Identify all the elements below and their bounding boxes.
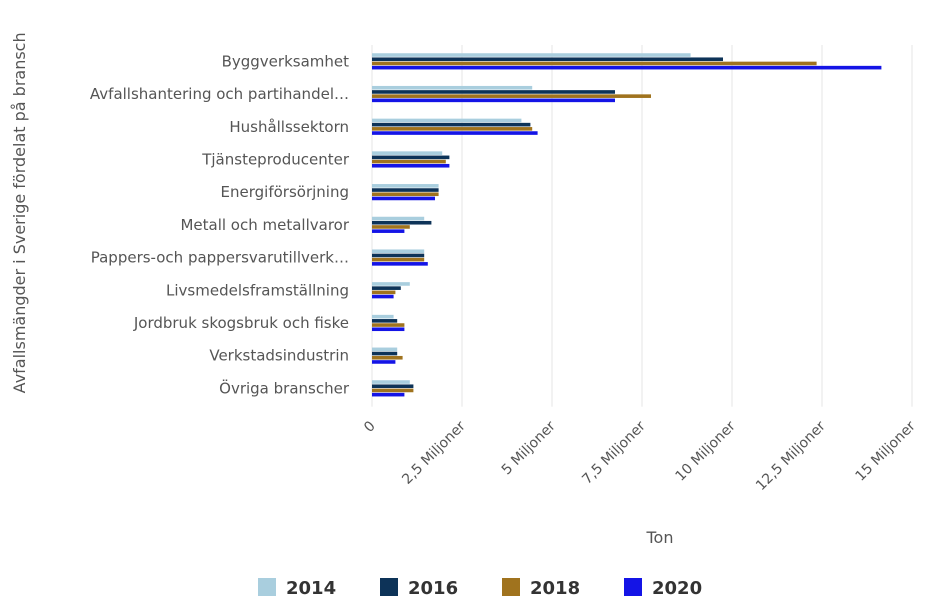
bar-2020[interactable] <box>372 262 428 266</box>
bar-2018[interactable] <box>372 257 425 262</box>
legend-swatch <box>380 578 398 596</box>
x-tick-labels: 0 2,5 Miljoner 5 Miljoner 7,5 Miljoner 10 Mi… <box>361 418 919 494</box>
bar-2018[interactable] <box>372 61 817 66</box>
x-tick-label: 15 Miljoner <box>852 418 919 485</box>
x-tick-label: 2,5 Miljoner <box>399 418 469 488</box>
bar-2014[interactable] <box>372 282 410 286</box>
bar-2020[interactable] <box>372 163 450 168</box>
bar-2014[interactable] <box>372 380 410 384</box>
bar-2020[interactable] <box>372 98 615 103</box>
bar-2014[interactable] <box>372 216 425 221</box>
category-label: Pappers-och pappersvarutillverk… <box>91 249 349 267</box>
bar-2020[interactable] <box>372 131 538 135</box>
bar-2020[interactable] <box>372 327 405 332</box>
bar-2016[interactable] <box>372 253 425 258</box>
bar-2020[interactable] <box>372 65 882 70</box>
bar-2020[interactable] <box>372 229 405 233</box>
legend-swatch <box>624 578 642 596</box>
legend-item-2016[interactable]: 2016 <box>380 578 458 599</box>
bar-2018[interactable] <box>372 159 446 164</box>
bar-2016[interactable] <box>372 384 414 389</box>
category-label: Hushållssektorn <box>229 118 349 136</box>
category-label: Metall och metallvaror <box>180 216 349 234</box>
bar-2014[interactable] <box>372 347 398 352</box>
gridlines <box>371 45 913 407</box>
bar-2020[interactable] <box>372 360 396 364</box>
bar-2014[interactable] <box>372 118 522 123</box>
legend-label: 2020 <box>652 578 702 599</box>
bar-2018[interactable] <box>372 94 651 98</box>
category-label: Tjänsteproducenter <box>201 150 350 168</box>
category-label: Byggverksamhet <box>222 52 350 70</box>
x-tick-label: 0 <box>361 418 379 436</box>
bar-2014[interactable] <box>372 314 394 319</box>
bar-2016[interactable] <box>372 188 439 192</box>
bar-2014[interactable] <box>372 249 425 254</box>
category-label: Avfallshantering och partihandel… <box>90 85 349 103</box>
category-label: Jordbruk skogsbruk och fiske <box>133 314 349 332</box>
legend-label: 2016 <box>408 578 458 599</box>
x-axis-title: Ton <box>646 528 674 547</box>
bar-2018[interactable] <box>372 388 414 393</box>
bar-2014[interactable] <box>372 151 443 155</box>
bar-2014[interactable] <box>372 184 439 188</box>
y-axis-title: Avfallsmängder i Sverige fördelat på bra… <box>10 32 29 393</box>
bar-2018[interactable] <box>372 225 410 229</box>
bar-2020[interactable] <box>372 294 394 299</box>
bar-2016[interactable] <box>372 122 531 127</box>
bar-2016[interactable] <box>372 351 398 356</box>
bars <box>372 53 882 397</box>
bar-2020[interactable] <box>372 196 435 201</box>
category-label: Livsmedelsframställning <box>166 281 349 299</box>
legend-swatch <box>502 578 520 596</box>
legend-swatch <box>258 578 276 596</box>
legend-label: 2014 <box>286 578 336 599</box>
bar-2014[interactable] <box>372 53 691 57</box>
x-tick-label: 7,5 Miljoner <box>579 418 649 488</box>
bar-2014[interactable] <box>372 85 533 90</box>
bar-2016[interactable] <box>372 286 401 290</box>
bar-2016[interactable] <box>372 319 398 323</box>
x-tick-label: 12,5 Miljoner <box>753 418 829 494</box>
bar-2016[interactable] <box>372 90 615 94</box>
legend-item-2020[interactable]: 2020 <box>624 578 702 599</box>
bar-2018[interactable] <box>372 290 396 295</box>
bar-2016[interactable] <box>372 155 450 160</box>
category-label: Energiförsörjning <box>221 183 349 201</box>
legend-label: 2018 <box>530 578 580 599</box>
category-labels: Byggverksamhet Avfallshantering och parti… <box>90 52 350 397</box>
bar-2018[interactable] <box>372 355 403 360</box>
bar-2018[interactable] <box>372 323 405 327</box>
bar-2020[interactable] <box>372 392 405 397</box>
bar-2016[interactable] <box>372 57 723 62</box>
bar-2016[interactable] <box>372 220 432 225</box>
x-tick-label: 10 Miljoner <box>672 418 739 485</box>
legend-item-2018[interactable]: 2018 <box>502 578 580 599</box>
category-label: Övriga branscher <box>219 378 350 397</box>
legend-item-2014[interactable]: 2014 <box>258 578 336 599</box>
bar-2018[interactable] <box>372 127 533 131</box>
category-label: Verkstadsindustrin <box>209 347 349 365</box>
x-tick-label: 5 Miljoner <box>499 418 559 478</box>
legend[interactable]: 2014 2016 2018 2020 <box>258 578 702 599</box>
bar-2018[interactable] <box>372 192 439 197</box>
